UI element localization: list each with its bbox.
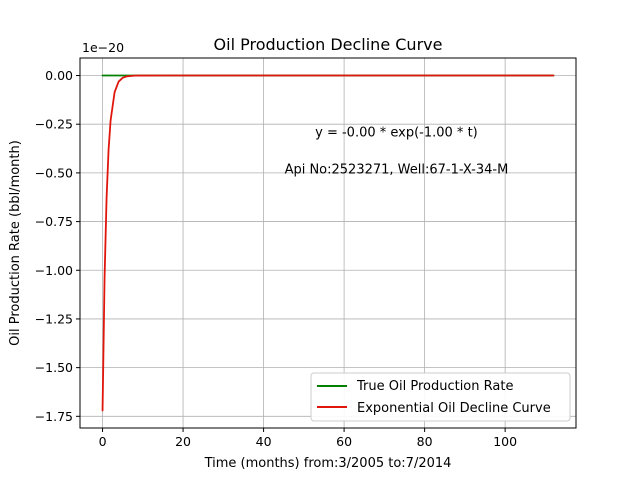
series-line-exponential-curve — [101, 74, 555, 412]
y-offset-label: 1e−20 — [82, 40, 124, 55]
y-tick-label: 0.00 — [45, 68, 73, 83]
y-tick-label: −0.75 — [35, 214, 73, 229]
legend: True Oil Production Rate Exponential Oil… — [310, 372, 571, 422]
chart-title: Oil Production Decline Curve — [214, 35, 443, 54]
plot-frame — [79, 57, 577, 429]
legend-box — [310, 372, 571, 422]
x-tick-label: 60 — [336, 434, 352, 449]
x-tick-label: 20 — [175, 434, 191, 449]
y-axis-label: Oil Production Rate (bbl/month) — [8, 140, 23, 346]
x-tick-label: 100 — [493, 434, 517, 449]
x-tick-label: 40 — [256, 434, 272, 449]
x-tick-label: 0 — [99, 434, 107, 449]
well-annotation: Api No:2523271, Well:67-1-X-34-M — [285, 163, 509, 178]
legend-label-exponential-curve: Exponential Oil Decline Curve — [357, 401, 551, 416]
legend-label-true-rate: True Oil Production Rate — [356, 379, 513, 394]
y-tick-label: −0.50 — [35, 165, 73, 180]
x-axis: 0 20 40 60 80 100 — [99, 428, 517, 449]
series-layer — [101, 74, 555, 412]
y-tick-label: −1.25 — [35, 311, 73, 326]
equation-annotation: y = -0.00 * exp(-1.00 * t) — [315, 126, 478, 141]
y-axis: 0.00 −0.25 −0.50 −0.75 −1.00 −1.25 −1.50 −1.75 — [35, 68, 80, 424]
y-tick-label: −1.75 — [35, 409, 73, 424]
y-tick-label: −0.25 — [35, 117, 73, 132]
y-tick-label: −1.50 — [35, 360, 73, 375]
y-tick-label: −1.00 — [35, 263, 73, 278]
x-axis-label: Time (months) from:3/2005 to:7/2014 — [204, 456, 452, 471]
x-tick-label: 80 — [417, 434, 433, 449]
